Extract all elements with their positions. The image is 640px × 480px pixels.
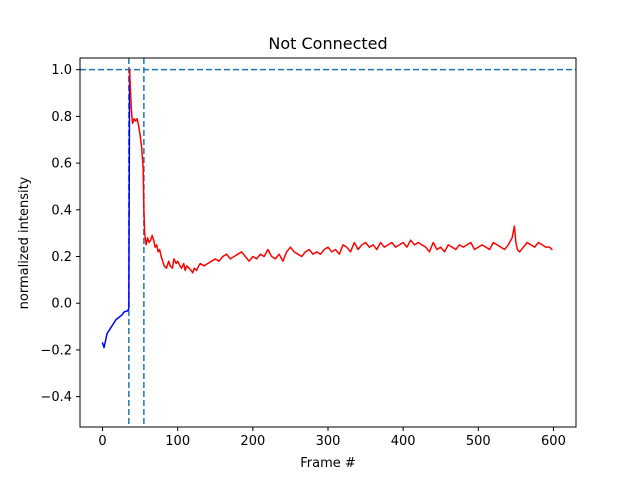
y-axis-label: normalized intensity bbox=[17, 176, 32, 309]
x-axis-label: Frame # bbox=[300, 456, 356, 471]
y-tick-label: 0.2 bbox=[51, 250, 72, 265]
x-tick-label: 100 bbox=[165, 434, 190, 449]
x-tick-label: 600 bbox=[541, 434, 566, 449]
y-tick-label: 0.0 bbox=[51, 297, 72, 312]
x-tick-label: 500 bbox=[466, 434, 491, 449]
x-tick-label: 200 bbox=[240, 434, 265, 449]
chart-title: Not Connected bbox=[268, 34, 387, 53]
data-series bbox=[101, 68, 553, 349]
y-tick-label: 0.8 bbox=[51, 110, 72, 125]
y-tick-label: 1.0 bbox=[51, 63, 72, 78]
y-tick-label: −0.2 bbox=[40, 343, 72, 358]
y-tick-label: −0.4 bbox=[40, 390, 72, 405]
y-tick-label: 0.6 bbox=[51, 157, 72, 172]
axes: 0 100 200 300 400 500 600 −0.4 −0.2 0.0 0.2 0.4 0.6 0… bbox=[40, 57, 577, 449]
y-tick-label: 0.4 bbox=[51, 203, 72, 218]
series-line-2 bbox=[128, 68, 553, 274]
x-tick-label: 300 bbox=[316, 434, 341, 449]
series-line-1 bbox=[101, 68, 131, 349]
x-tick-label: 400 bbox=[391, 434, 416, 449]
x-tick-label: 0 bbox=[98, 434, 106, 449]
